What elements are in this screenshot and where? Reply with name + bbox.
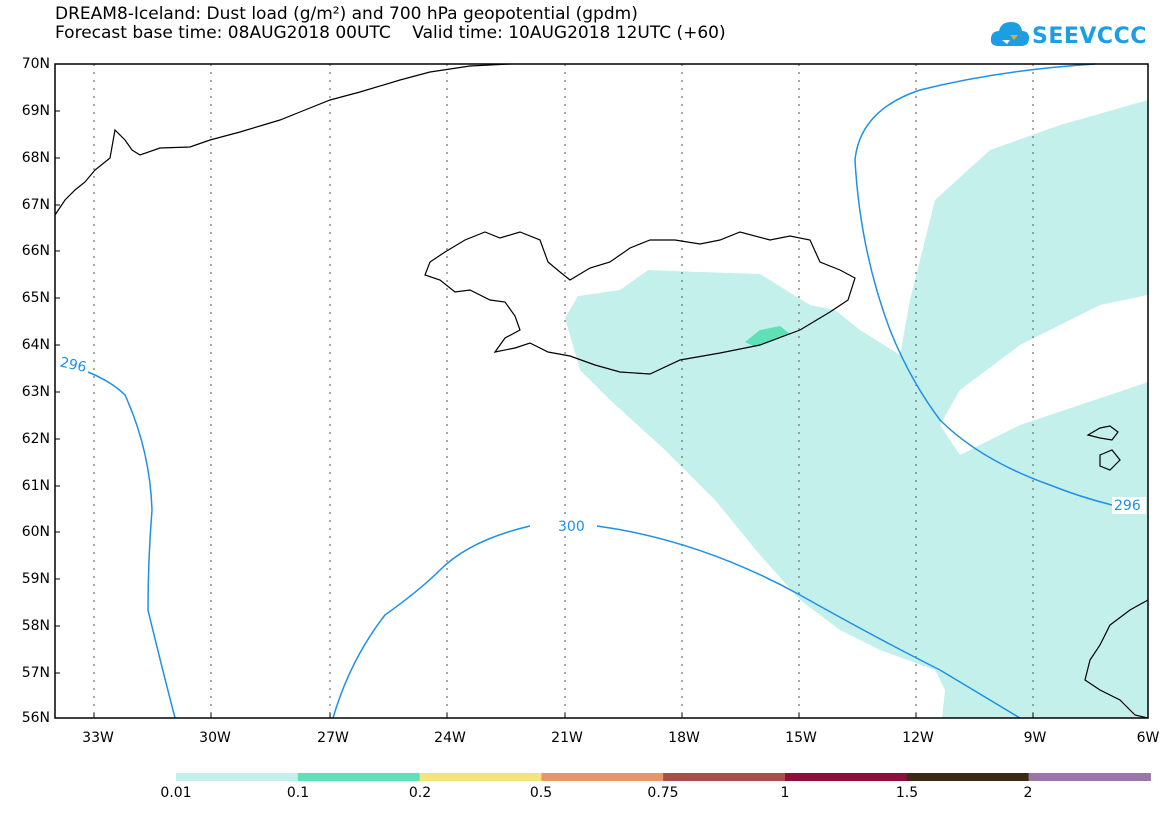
lat-label: 62N (21, 431, 50, 447)
iceland-coast (424, 231, 856, 375)
faroe-coast (1086, 425, 1119, 441)
ticks (55, 63, 1034, 718)
colorbar-swatch (906, 773, 1030, 781)
contour-labels: 296 296 300 (58, 355, 1146, 535)
colorbar-swatch (176, 773, 299, 781)
graticule (93, 64, 1034, 718)
colorbar-label: 0.01 (160, 785, 192, 801)
colorbar-swatch (297, 773, 421, 781)
lat-label: 57N (21, 665, 50, 681)
lon-label: 18W (668, 730, 700, 746)
colorbar-swatch (1028, 773, 1151, 781)
lat-label: 65N (21, 290, 50, 306)
cloud-icon (990, 22, 1029, 46)
coastlines (54, 63, 1149, 719)
colorbar-label: 0.75 (647, 785, 679, 801)
dust-area-low (565, 100, 1148, 718)
map-title: DREAM8-Iceland: Dust load (g/m²) and 700… (55, 4, 638, 24)
logo-text: SEEVCCC (1032, 24, 1147, 49)
lon-label: 27W (317, 730, 349, 746)
lat-label: 59N (21, 571, 50, 587)
lat-label: 66N (21, 243, 50, 259)
lat-label: 64N (21, 337, 50, 353)
colorbar-label: 1 (780, 785, 790, 801)
scotland-coast (1084, 599, 1149, 719)
lon-label: 15W (785, 730, 817, 746)
greenland-coast (54, 63, 511, 216)
map-subtitle: Forecast base time: 08AUG2018 00UTC Vali… (55, 23, 726, 43)
contour-296-east (854, 63, 1113, 506)
seevccc-logo: SEEVCCC (990, 18, 1146, 58)
contour-label-296-east: 296 (1114, 498, 1141, 514)
lat-label: 61N (21, 478, 50, 494)
lat-label: 69N (21, 103, 50, 119)
contour-label-300: 300 (558, 519, 585, 535)
lon-label: 9W (1023, 730, 1047, 746)
contour-300 (332, 525, 1021, 719)
colorbar-swatch (785, 773, 908, 781)
contour-296-west (87, 371, 176, 719)
plot-frame (54, 63, 1149, 719)
colorbar-label: 1.5 (895, 785, 919, 801)
lon-label: 21W (551, 730, 583, 746)
contour-label-296-west: 296 (58, 355, 88, 376)
lat-label: 67N (21, 197, 50, 213)
lon-label: 12W (902, 730, 934, 746)
colorbar-swatch (663, 773, 786, 781)
lon-label: 24W (434, 730, 466, 746)
colorbar-swatch (541, 773, 664, 781)
colorbar-label: 0.1 (286, 785, 310, 801)
lat-label: 68N (21, 150, 50, 166)
colorbar-label: 2 (1023, 785, 1033, 801)
colorbar-label: 0.5 (529, 785, 553, 801)
lon-label: 30W (199, 730, 231, 746)
lat-label: 60N (21, 524, 50, 540)
lon-label: 6W (1136, 730, 1160, 746)
lat-label: 63N (21, 384, 50, 400)
geopotential-contours (87, 63, 1113, 719)
dust-shading (565, 100, 1148, 718)
lon-label: 33W (82, 730, 114, 746)
colorbar-swatch (419, 773, 542, 781)
lat-label: 58N (21, 618, 50, 634)
dust-area-mid (745, 326, 790, 347)
colorbar-label: 0.2 (408, 785, 432, 801)
lat-label: 70N (21, 56, 50, 72)
shetland-coast (1099, 449, 1121, 471)
lat-label: 56N (21, 710, 50, 726)
